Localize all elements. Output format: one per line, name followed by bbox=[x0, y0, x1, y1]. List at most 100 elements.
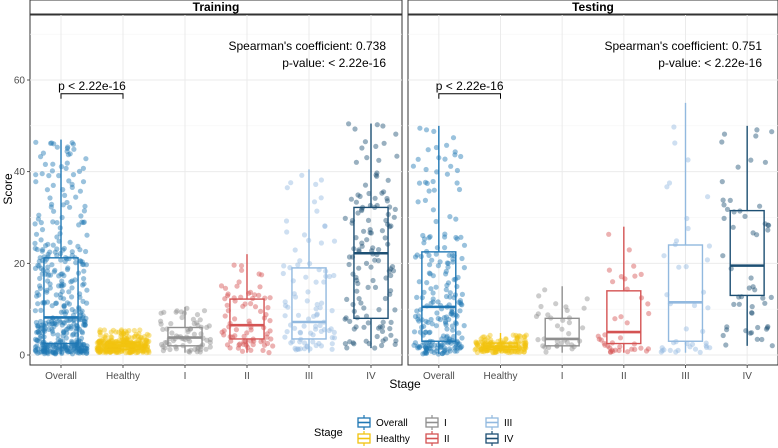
data-point bbox=[59, 283, 65, 289]
data-point bbox=[97, 339, 103, 345]
data-point bbox=[481, 334, 487, 340]
data-point bbox=[98, 340, 104, 346]
data-point bbox=[763, 326, 770, 332]
data-point bbox=[241, 333, 247, 339]
data-point bbox=[430, 207, 436, 213]
data-point bbox=[313, 306, 319, 312]
data-point bbox=[422, 350, 428, 356]
data-point bbox=[522, 337, 528, 343]
data-point bbox=[449, 252, 455, 258]
points-iii bbox=[280, 172, 338, 353]
data-point bbox=[101, 338, 107, 345]
data-point bbox=[34, 322, 40, 329]
data-point bbox=[62, 344, 68, 350]
data-point bbox=[32, 336, 39, 342]
data-point bbox=[109, 334, 115, 340]
data-point bbox=[40, 348, 47, 354]
legend-label: Overall bbox=[376, 418, 408, 429]
data-point bbox=[124, 336, 130, 342]
data-point bbox=[139, 344, 145, 350]
data-point bbox=[391, 214, 397, 220]
data-point bbox=[265, 305, 271, 311]
data-point bbox=[59, 278, 65, 284]
data-point bbox=[439, 336, 445, 342]
data-point bbox=[75, 343, 81, 349]
data-point bbox=[131, 327, 137, 334]
data-point bbox=[494, 349, 500, 355]
data-point bbox=[58, 257, 64, 263]
data-point bbox=[103, 332, 109, 338]
data-point bbox=[78, 345, 85, 351]
data-point bbox=[435, 263, 441, 269]
data-point bbox=[521, 349, 527, 355]
data-point bbox=[81, 341, 87, 348]
data-point bbox=[231, 262, 237, 268]
data-point bbox=[764, 325, 771, 331]
data-point bbox=[68, 279, 74, 285]
significance-label: p < 2.22e-16 bbox=[58, 79, 126, 93]
data-point bbox=[522, 344, 528, 350]
data-point bbox=[373, 143, 379, 149]
data-point bbox=[71, 146, 77, 152]
data-point bbox=[61, 303, 67, 309]
data-point bbox=[144, 346, 150, 352]
data-point bbox=[553, 301, 559, 307]
data-point bbox=[63, 165, 69, 171]
data-point bbox=[97, 341, 103, 347]
data-point bbox=[35, 324, 41, 330]
data-point bbox=[326, 327, 332, 334]
data-point bbox=[453, 341, 459, 347]
data-point bbox=[167, 346, 173, 353]
data-point bbox=[443, 287, 449, 293]
data-point bbox=[53, 300, 60, 306]
data-point bbox=[505, 349, 511, 355]
data-point bbox=[683, 264, 689, 270]
data-point bbox=[75, 243, 81, 249]
data-point bbox=[79, 342, 86, 348]
data-point bbox=[139, 347, 145, 353]
data-point bbox=[174, 308, 180, 314]
data-point bbox=[473, 339, 479, 345]
data-point bbox=[34, 246, 40, 253]
data-point bbox=[347, 339, 353, 345]
data-point bbox=[412, 313, 419, 320]
data-point bbox=[328, 326, 334, 332]
x-tick-label: Overall bbox=[423, 371, 455, 382]
data-point bbox=[61, 346, 67, 352]
data-point bbox=[236, 342, 242, 348]
data-point bbox=[168, 321, 174, 327]
data-point bbox=[33, 172, 39, 178]
legend-label: II bbox=[444, 434, 450, 445]
significance-label: p < 2.22e-16 bbox=[436, 79, 504, 93]
data-point bbox=[350, 271, 356, 277]
data-point bbox=[76, 168, 83, 174]
data-point bbox=[384, 198, 390, 204]
data-point bbox=[95, 345, 102, 351]
data-point bbox=[749, 310, 755, 316]
data-point bbox=[442, 231, 448, 237]
data-point bbox=[81, 208, 87, 214]
data-point bbox=[96, 338, 102, 344]
data-point bbox=[433, 284, 439, 290]
data-point bbox=[113, 329, 119, 335]
data-point bbox=[122, 328, 128, 334]
data-point bbox=[33, 347, 39, 353]
data-point bbox=[375, 258, 382, 264]
data-point bbox=[101, 340, 107, 347]
data-point bbox=[363, 313, 370, 319]
data-point bbox=[136, 331, 142, 337]
data-point bbox=[351, 341, 357, 347]
data-point bbox=[59, 281, 65, 287]
data-point bbox=[219, 329, 225, 335]
data-point bbox=[392, 206, 398, 212]
data-point bbox=[392, 307, 398, 313]
legend-label: IV bbox=[504, 434, 514, 445]
data-point bbox=[762, 300, 768, 306]
data-point bbox=[535, 337, 541, 343]
data-point bbox=[179, 314, 185, 321]
data-point bbox=[661, 253, 667, 259]
data-point bbox=[128, 350, 134, 356]
p-value: p-value: < 2.22e-16 bbox=[282, 56, 386, 70]
data-point bbox=[362, 139, 368, 145]
data-point bbox=[427, 234, 433, 240]
